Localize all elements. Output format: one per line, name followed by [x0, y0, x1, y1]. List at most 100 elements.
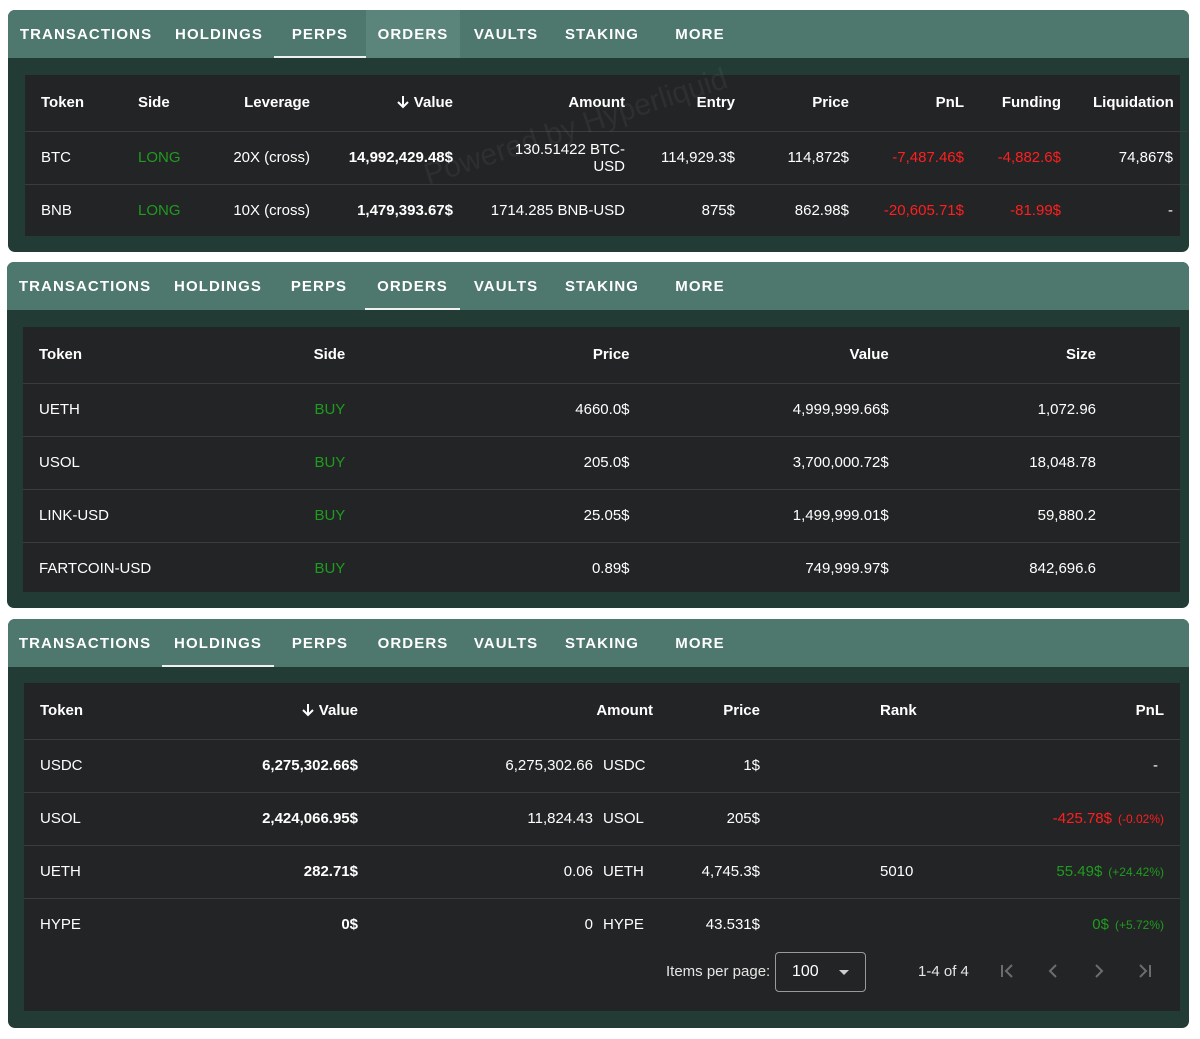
tab-more[interactable]: MORE — [675, 634, 725, 652]
tab-holdings[interactable]: HOLDINGS — [174, 277, 262, 295]
cell-pnl: 0$ (+5.72%) — [911, 898, 1180, 951]
cell-price: 862.98$ — [794, 202, 849, 220]
col-side[interactable]: Side — [227, 327, 362, 384]
col-price[interactable]: Price — [361, 327, 646, 384]
cell-token: BTC — [25, 131, 122, 185]
col-value[interactable]: Value — [645, 327, 905, 384]
tab-holdings[interactable]: HOLDINGS — [162, 619, 274, 667]
cell-token: LINK-USD — [23, 489, 228, 543]
tab-perps[interactable]: PERPS — [274, 10, 366, 58]
cell-price: 25.05$ — [361, 489, 646, 543]
col-token[interactable]: Token — [25, 75, 122, 132]
tab-bar: TRANSACTIONS HOLDINGS PERPS ORDERS VAULT… — [8, 619, 1189, 667]
cell-side: BUY — [227, 383, 362, 437]
col-pnl[interactable]: PnL — [911, 683, 1180, 740]
cell-entry: 114,929.3$ — [641, 131, 751, 185]
cell-pnl: -425.78$ (-0.02%) — [911, 792, 1180, 846]
cell-value: 282.71$ — [191, 845, 374, 899]
table-row[interactable]: UETH 282.71$ 0.06 UETH 4,745.3$ 5010 55.… — [24, 845, 1180, 899]
last-page-icon — [1139, 964, 1151, 978]
cell-unit: USDC — [603, 739, 653, 793]
cell-token: USOL — [23, 436, 228, 490]
col-entry[interactable]: Entry — [641, 75, 751, 132]
col-value[interactable]: Value — [191, 683, 374, 740]
cell-side: BUY — [227, 436, 362, 490]
next-page-button[interactable] — [1089, 961, 1109, 981]
table-row[interactable]: HYPE 0$ 0 HYPE 43.531$ 0$ (+5.72%) — [24, 898, 1180, 951]
table-row[interactable]: USOL 2,424,066.95$ 11,824.43 USOL 205$ -… — [24, 792, 1180, 846]
cell-token: FARTCOIN-USD — [39, 560, 152, 578]
table-row[interactable]: UETH BUY 4660.0$ 4,999,999.66$ 1,072.96 — [23, 383, 1180, 437]
tab-vaults[interactable]: VAULTS — [473, 25, 539, 43]
tab-orders[interactable]: ORDERS — [366, 10, 460, 58]
col-pnl[interactable]: PnL — [865, 75, 980, 132]
table-row[interactable]: FARTCOIN-USD BUY 0.89$ 749,999.97$ 842,6… — [23, 542, 1180, 595]
tab-more[interactable]: MORE — [675, 277, 725, 295]
cell-pnl: 55.49$ (+24.42%) — [911, 845, 1180, 899]
tab-more[interactable]: MORE — [675, 25, 725, 43]
chevron-left-icon — [1048, 964, 1057, 978]
col-side[interactable]: Side — [122, 75, 212, 132]
pnl-value: -425.78$ — [1052, 810, 1112, 827]
col-price[interactable]: Price — [751, 75, 865, 132]
cell-token: BNB — [41, 202, 72, 220]
col-value-label: Value — [413, 94, 453, 112]
cell-amount: 0.06 — [374, 845, 603, 899]
cell-size: 59,880.2 — [904, 489, 1180, 543]
first-page-icon — [1001, 964, 1013, 978]
cell-side: LONG — [122, 131, 212, 185]
tab-vaults[interactable]: VAULTS — [473, 634, 539, 652]
tab-transactions[interactable]: TRANSACTIONS — [18, 634, 152, 652]
tab-orders[interactable]: ORDERS — [365, 262, 460, 310]
table-row[interactable]: BNB LONG 10X (cross) 1,479,393.67$ 1714.… — [25, 184, 1189, 237]
tab-transactions[interactable]: TRANSACTIONS — [18, 277, 152, 295]
table-row[interactable]: BTC LONG 20X (cross) 14,992,429.48$ 130.… — [25, 131, 1189, 185]
chevron-right-icon — [1095, 964, 1104, 978]
col-amount[interactable]: Amount — [469, 75, 641, 132]
tab-vaults[interactable]: VAULTS — [473, 277, 539, 295]
cell-leverage: 20X (cross) — [212, 131, 326, 185]
cell-side: BUY — [227, 489, 362, 543]
tab-holdings[interactable]: HOLDINGS — [175, 25, 263, 43]
col-size[interactable]: Size — [904, 327, 1180, 384]
table-row[interactable]: USDC 6,275,302.66$ 6,275,302.66 USDC 1$ … — [24, 739, 1180, 793]
col-amount[interactable]: Amount — [374, 683, 653, 740]
col-leverage[interactable]: Leverage — [212, 75, 326, 132]
cell-liquidation: 74,867$ — [1077, 131, 1189, 185]
cell-amount: 1714.285 BNB-USD — [490, 202, 625, 220]
tab-perps[interactable]: PERPS — [290, 277, 348, 295]
pnl-percent: (+24.42%) — [1108, 865, 1164, 879]
perps-table: Powered by Hyperliquid Token Side Levera… — [25, 62, 1189, 236]
last-page-button[interactable] — [1135, 961, 1155, 981]
col-token[interactable]: Token — [24, 683, 191, 740]
cell-funding: -81.99$ — [1010, 202, 1061, 220]
table-row[interactable]: USOL BUY 205.0$ 3,700,000.72$ 18,048.78 — [23, 436, 1180, 490]
first-page-button[interactable] — [997, 961, 1017, 981]
col-rank[interactable]: Rank — [776, 683, 917, 740]
table-row[interactable]: LINK-USD BUY 25.05$ 1,499,999.01$ 59,880… — [23, 489, 1180, 543]
tab-staking[interactable]: STAKING — [564, 25, 640, 43]
cell-leverage: 10X (cross) — [233, 202, 310, 220]
cell-price: 43.531$ — [705, 916, 760, 934]
cell-size: 1,072.96 — [904, 383, 1180, 437]
col-token[interactable]: Token — [23, 327, 228, 384]
tab-staking[interactable]: STAKING — [564, 634, 640, 652]
tab-staking[interactable]: STAKING — [564, 277, 640, 295]
tab-transactions[interactable]: TRANSACTIONS — [19, 25, 153, 43]
cell-liquidation: - — [1168, 202, 1173, 220]
cell-value: 14,992,429.48$ — [326, 131, 469, 185]
previous-page-button[interactable] — [1043, 961, 1063, 981]
pnl-value: - — [1153, 757, 1158, 774]
cell-value: 4,999,999.66$ — [645, 383, 905, 437]
cell-side: LONG — [138, 202, 181, 220]
cell-pnl: - — [911, 739, 1180, 793]
tab-orders[interactable]: ORDERS — [377, 634, 449, 652]
tab-perps[interactable]: PERPS — [291, 634, 349, 652]
col-liquidation[interactable]: Liquidation — [1077, 75, 1189, 132]
col-funding[interactable]: Funding — [980, 75, 1077, 132]
page-size-select[interactable]: 100 — [775, 952, 866, 992]
col-value-label: Value — [318, 702, 358, 720]
col-value[interactable]: Value — [326, 75, 469, 132]
cell-side: BUY — [314, 560, 346, 578]
col-price[interactable]: Price — [653, 683, 776, 740]
